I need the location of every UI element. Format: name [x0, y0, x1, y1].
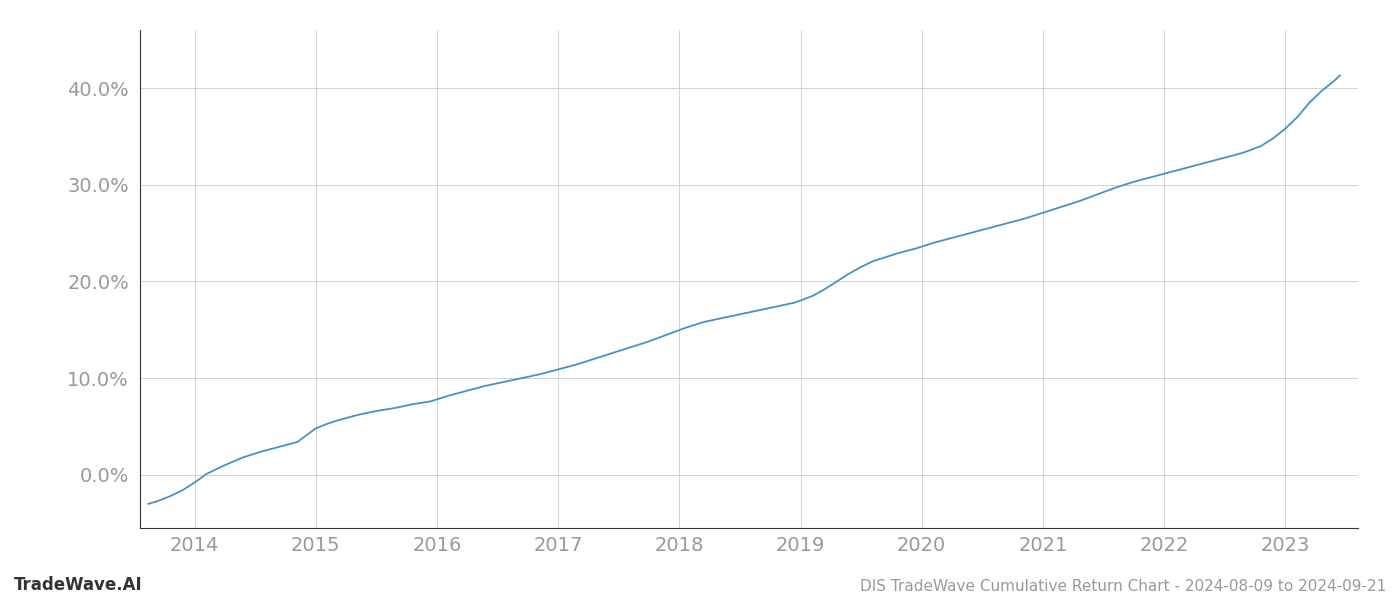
Text: DIS TradeWave Cumulative Return Chart - 2024-08-09 to 2024-09-21: DIS TradeWave Cumulative Return Chart - …	[860, 579, 1386, 594]
Text: TradeWave.AI: TradeWave.AI	[14, 576, 143, 594]
